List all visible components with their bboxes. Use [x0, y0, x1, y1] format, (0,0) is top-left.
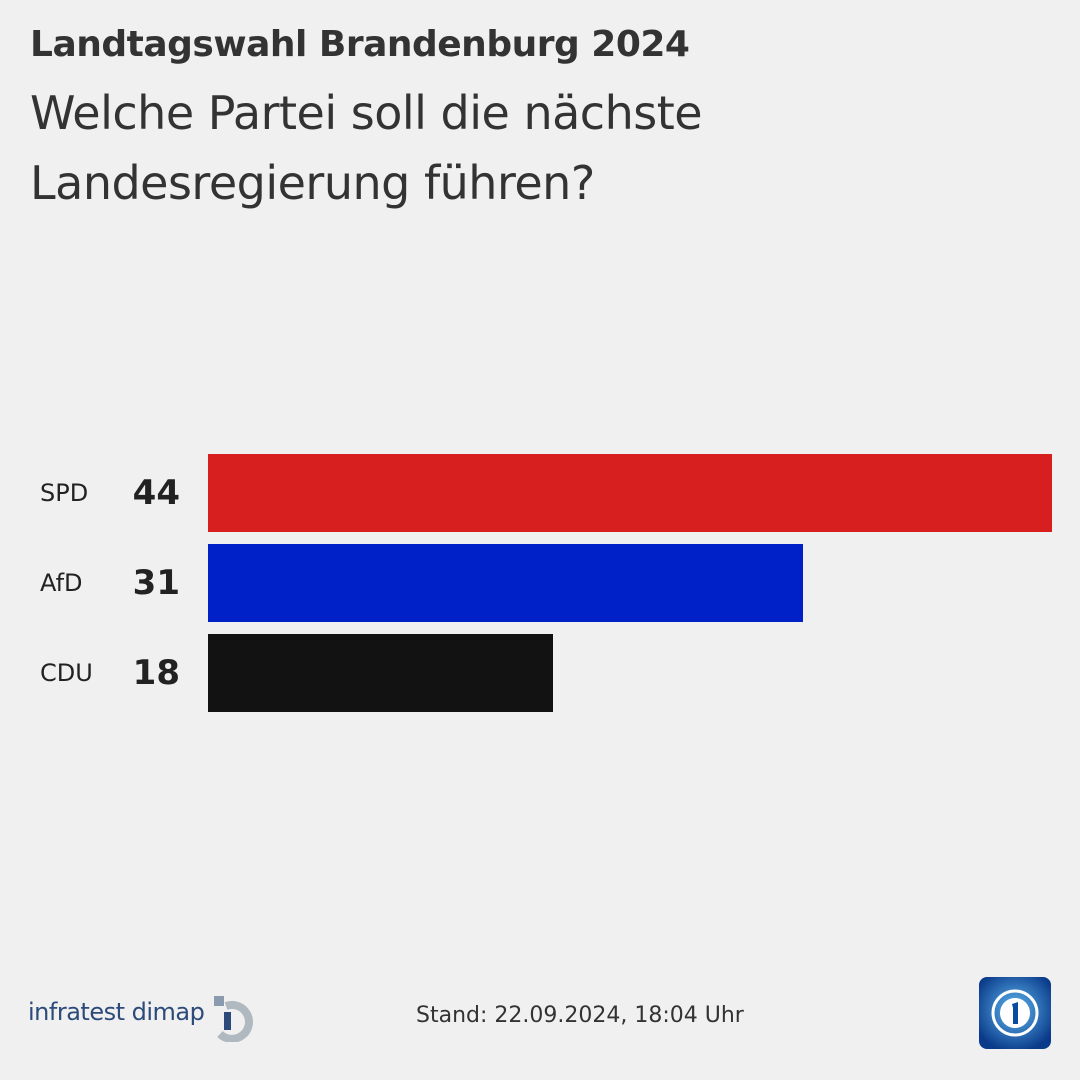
chart-subtitle: Welche Partei soll die nächste Landesreg… [30, 86, 703, 210]
footnote: Stand: 22.09.2024, 18:04 Uhr [416, 1003, 744, 1028]
broadcaster-logo [979, 977, 1051, 1049]
bar [208, 454, 1052, 532]
chart-title: Landtagswahl Brandenburg 2024 [30, 24, 690, 65]
bar [208, 634, 554, 712]
value-label: 18 [132, 653, 180, 693]
category-label: AfD [40, 569, 83, 597]
category-label: SPD [40, 479, 89, 507]
value-label: 44 [132, 473, 180, 513]
value-label: 31 [132, 563, 180, 603]
bar [208, 544, 803, 622]
source: infratest dimap [28, 998, 205, 1026]
source-logo [214, 996, 253, 1042]
category-label: CDU [40, 659, 93, 687]
